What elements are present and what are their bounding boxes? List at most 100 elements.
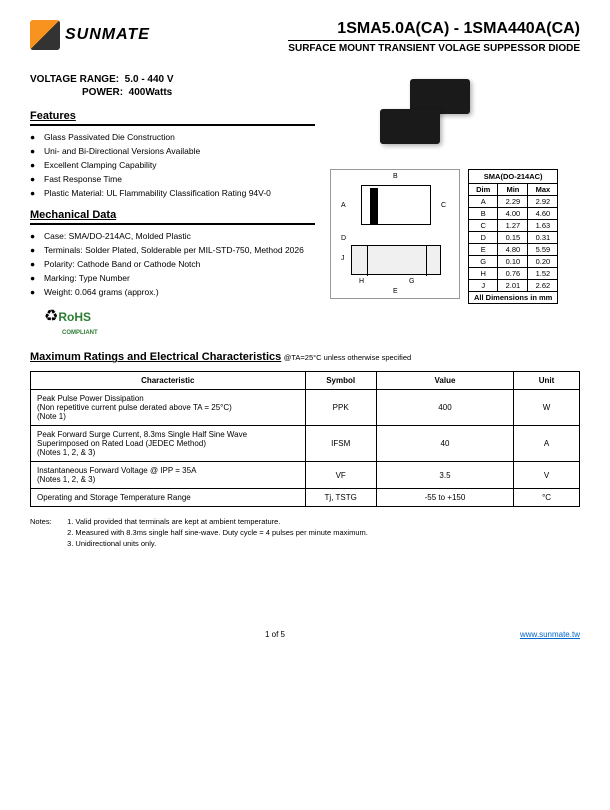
- dim-cell: D: [469, 232, 498, 244]
- rohs-sub: COMPLIANT: [44, 330, 98, 336]
- dim-cell: 4.80: [498, 244, 528, 256]
- dim-cell: 2.01: [498, 280, 528, 292]
- dim-cell: 0.31: [528, 232, 558, 244]
- ratings-symbol: Tj, TSTG: [305, 489, 376, 507]
- features-list: Glass Passivated Die Construction Uni- a…: [30, 132, 315, 199]
- dim-cell: B: [469, 208, 498, 220]
- mechanical-header: Mechanical Data: [30, 209, 315, 225]
- feature-item: Glass Passivated Die Construction: [30, 132, 315, 143]
- dim-cell: G: [469, 256, 498, 268]
- diag-label-g: G: [409, 278, 414, 285]
- dim-cell: 0.76: [498, 268, 528, 280]
- ratings-value: -55 to +150: [376, 489, 513, 507]
- dim-cell: 1.63: [528, 220, 558, 232]
- diag-label-j: J: [341, 255, 345, 262]
- feature-item: Uni- and Bi-Directional Versions Availab…: [30, 146, 315, 157]
- diagram-top-view: [361, 185, 431, 225]
- package-diagram: A B C D E G H J: [330, 169, 460, 299]
- diag-label-a: A: [341, 202, 346, 209]
- notes-content: 1. Valid provided that terminals are kep…: [67, 517, 368, 550]
- features-header: Features: [30, 110, 315, 126]
- dim-cell: H: [469, 268, 498, 280]
- feature-item: Excellent Clamping Capability: [30, 160, 315, 171]
- ratings-symbol: VF: [305, 462, 376, 489]
- dim-header: Min: [498, 184, 528, 196]
- notes-label: Notes:: [30, 517, 65, 526]
- ratings-unit: °C: [514, 489, 580, 507]
- rohs-badge: ♻RoHS COMPLIANT: [44, 306, 315, 336]
- feature-item: Plastic Material: UL Flammability Classi…: [30, 188, 315, 199]
- right-column: A B C D E G H J SMA(DO-214AC) DimMinMax …: [330, 74, 580, 336]
- part-number: 1SMA5.0A(CA) - 1SMA440A(CA): [288, 20, 580, 41]
- ratings-section: Maximum Ratings and Electrical Character…: [30, 351, 580, 507]
- mech-item: Marking: Type Number: [30, 273, 315, 284]
- dim-cell: 0.10: [498, 256, 528, 268]
- diag-label-e: E: [393, 288, 398, 295]
- page-number: 1 of 5: [265, 630, 285, 639]
- dim-cell: A: [469, 196, 498, 208]
- dim-footer: All Dimensions in mm: [469, 292, 558, 304]
- dim-header: Max: [528, 184, 558, 196]
- ratings-unit: A: [514, 426, 580, 462]
- diag-label-b: B: [393, 173, 398, 180]
- ratings-value: 400: [376, 390, 513, 426]
- ratings-char: Peak Forward Surge Current, 8.3ms Single…: [31, 426, 306, 462]
- dim-cell: C: [469, 220, 498, 232]
- mech-item: Case: SMA/DO-214AC, Molded Plastic: [30, 231, 315, 242]
- ratings-sub: @TA=25°C unless otherwise specified: [284, 353, 411, 362]
- top-section: VOLTAGE RANGE: 5.0 - 440 V POWER: 400Wat…: [30, 74, 580, 336]
- dimensions-table: DimMinMax A2.292.92 B4.004.60 C1.271.63 …: [468, 183, 558, 304]
- dim-caption: SMA(DO-214AC): [468, 169, 558, 183]
- mech-item: Polarity: Cathode Band or Cathode Notch: [30, 259, 315, 270]
- dim-cell: 0.15: [498, 232, 528, 244]
- specs: VOLTAGE RANGE: 5.0 - 440 V POWER: 400Wat…: [30, 74, 315, 98]
- dim-cell: 5.59: [528, 244, 558, 256]
- logo-text: SUNMATE: [65, 26, 150, 44]
- footer-url: www.sunmate.tw: [520, 630, 580, 639]
- ratings-char: Operating and Storage Temperature Range: [31, 489, 306, 507]
- note-item: 1. Valid provided that terminals are kep…: [67, 517, 368, 526]
- diag-label-h: H: [359, 278, 364, 285]
- diagram-dims: A B C D E G H J SMA(DO-214AC) DimMinMax …: [330, 169, 580, 304]
- dim-cell: E: [469, 244, 498, 256]
- ratings-col: Symbol: [305, 372, 376, 390]
- ratings-unit: V: [514, 462, 580, 489]
- dim-cell: 1.52: [528, 268, 558, 280]
- note-item: 2. Measured with 8.3ms single half sine-…: [67, 528, 368, 537]
- rohs-text: RoHS: [58, 310, 91, 324]
- ratings-char: Instantaneous Forward Voltage @ IPP = 35…: [31, 462, 306, 489]
- diag-label-c: C: [441, 202, 446, 209]
- subtitle: SURFACE MOUNT TRANSIENT VOLAGE SUPPESSOR…: [288, 43, 580, 54]
- ratings-value: 40: [376, 426, 513, 462]
- ratings-col: Unit: [514, 372, 580, 390]
- logo-area: SUNMATE: [30, 20, 150, 50]
- diag-label-d: D: [341, 235, 346, 242]
- ratings-header: Maximum Ratings and Electrical Character…: [30, 351, 281, 363]
- title-area: 1SMA5.0A(CA) - 1SMA440A(CA) SURFACE MOUN…: [288, 20, 580, 54]
- footer: 1 of 5 www.sunmate.tw: [30, 630, 580, 639]
- dim-cell: 2.92: [528, 196, 558, 208]
- ratings-char: Peak Pulse Power Dissipation (Non repeti…: [31, 390, 306, 426]
- ratings-table: Characteristic Symbol Value Unit Peak Pu…: [30, 371, 580, 507]
- dim-cell: 2.29: [498, 196, 528, 208]
- chip-icon: [380, 109, 440, 144]
- mech-item: Terminals: Solder Plated, Solderable per…: [30, 245, 315, 256]
- power-label: POWER:: [82, 87, 123, 98]
- diagram-side-view: [351, 245, 441, 275]
- dim-cell: 4.00: [498, 208, 528, 220]
- mech-item: Weight: 0.064 grams (approx.): [30, 287, 315, 298]
- dim-cell: J: [469, 280, 498, 292]
- ratings-symbol: PPK: [305, 390, 376, 426]
- feature-item: Fast Response Time: [30, 174, 315, 185]
- dimensions-table-wrap: SMA(DO-214AC) DimMinMax A2.292.92 B4.004…: [468, 169, 558, 304]
- ratings-unit: W: [514, 390, 580, 426]
- voltage-value: 5.0 - 440 V: [125, 74, 174, 85]
- notes-section: Notes: 1. Valid provided that terminals …: [30, 517, 580, 550]
- header: SUNMATE 1SMA5.0A(CA) - 1SMA440A(CA) SURF…: [30, 20, 580, 54]
- note-item: 3. Unidirectional units only.: [67, 539, 368, 548]
- ratings-symbol: IFSM: [305, 426, 376, 462]
- left-column: VOLTAGE RANGE: 5.0 - 440 V POWER: 400Wat…: [30, 74, 315, 336]
- dim-cell: 4.60: [528, 208, 558, 220]
- component-image: [380, 74, 500, 154]
- voltage-label: VOLTAGE RANGE:: [30, 74, 119, 85]
